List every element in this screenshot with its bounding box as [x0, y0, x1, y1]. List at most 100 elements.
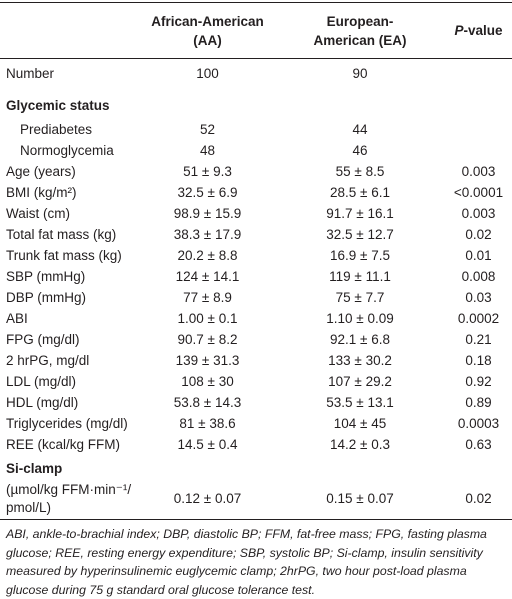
cell-value: 104 ± 45 — [333, 415, 387, 431]
cell-value: 14.2 ± 0.3 — [330, 436, 390, 452]
header-row: African-American (AA) European-American … — [0, 2, 512, 59]
cell-value: 0.003 — [461, 205, 496, 221]
section-label: Glycemic status — [6, 98, 110, 113]
cell-value: 14.5 ± 0.4 — [177, 436, 238, 452]
cell-value: 90 — [352, 66, 368, 81]
table-row: LDL (mg/dl) 108 ± 30 107 ± 29.2 0.92 — [0, 371, 512, 392]
table-row: Total fat mass (kg) 38.3 ± 17.9 32.5 ± 12.… — [0, 224, 512, 245]
table-row: 2 hrPG, mg/dl 139 ± 31.3 133 ± 30.2 0.18 — [0, 350, 512, 371]
cell-value: 0.21 — [465, 331, 492, 347]
row-label: HDL (mg/dl) — [6, 394, 79, 410]
row-label: Total fat mass (kg) — [6, 226, 117, 242]
cell-value: 0.12 ± 0.07 — [173, 491, 242, 506]
table-row: Number 100 90 — [0, 59, 512, 90]
cell-value: 1.00 ± 0.1 — [177, 310, 238, 326]
cell-value: 32.5 ± 12.7 — [326, 226, 394, 242]
cell-empty — [445, 140, 512, 161]
cell-value: 0.63 — [465, 436, 492, 452]
cell-value: <0.0001 — [453, 184, 504, 200]
table-row: REE (kcal/kg FFM) 14.5 ± 0.4 14.2 ± 0.3 0.6… — [0, 434, 512, 455]
cell-value: 53.5 ± 13.1 — [326, 394, 394, 410]
cell-value: 53.8 ± 14.3 — [173, 394, 242, 410]
cell-value: 0.89 — [465, 394, 492, 410]
row-label: Prediabetes — [20, 121, 93, 137]
section-row: Si-clamp — [0, 455, 512, 479]
cell-value: 91.7 ± 16.1 — [326, 205, 394, 221]
row-label: (µmol/kg FFM·min⁻¹/ pmol/L) — [6, 482, 132, 515]
cell-value: 98.9 ± 15.9 — [173, 205, 242, 221]
row-label: FPG (mg/dl) — [6, 331, 80, 347]
row-label: Number — [6, 66, 55, 81]
table-row: HDL (mg/dl) 53.8 ± 14.3 53.5 ± 13.1 0.89 — [0, 392, 512, 413]
cell-value: 0.18 — [465, 352, 492, 368]
cell-value: 0.02 — [465, 226, 492, 242]
header-blank — [0, 3, 140, 59]
cell-value: 20.2 ± 8.8 — [177, 247, 238, 263]
section-label: Si-clamp — [6, 461, 63, 476]
cell-value: 0.92 — [465, 373, 492, 389]
cell-value: 1.10 ± 0.09 — [326, 310, 394, 326]
row-label: 2 hrPG, mg/dl — [6, 352, 90, 368]
header-text: African-American (AA) — [151, 13, 264, 48]
table-row: (µmol/kg FFM·min⁻¹/ pmol/L) 0.12 ± 0.07 0.… — [0, 479, 512, 520]
cell-value: 107 ± 29.2 — [328, 373, 392, 389]
table-row: Triglycerides (mg/dl) 81 ± 38.6 104 ± 45 0.… — [0, 413, 512, 434]
cell-value: 48 — [199, 142, 216, 158]
table-body: Number 100 90 Glycemic status Prediabetes 52 4… — [0, 59, 512, 520]
cell-value: 55 ± 8.5 — [335, 163, 385, 179]
table-row: BMI (kg/m²) 32.5 ± 6.9 28.5 ± 6.1 <0.0001 — [0, 182, 512, 203]
cell-value: 108 ± 30 — [181, 373, 234, 389]
table-row: Prediabetes 52 44 — [0, 119, 512, 140]
cell-empty — [445, 119, 512, 140]
table-row: ABI 1.00 ± 0.1 1.10 ± 0.09 0.0002 — [0, 308, 512, 329]
table-row: Age (years) 51 ± 9.3 55 ± 8.5 0.003 — [0, 161, 512, 182]
footnote: ABI, ankle-to-brachial index; DBP, diast… — [6, 527, 487, 597]
cell-value: 0.03 — [465, 289, 492, 305]
cell-value: 44 — [352, 121, 368, 137]
table-row: Trunk fat mass (kg) 20.2 ± 8.8 16.9 ± 7.5 0… — [0, 245, 512, 266]
cell-value: 75 ± 7.7 — [335, 289, 385, 305]
table-row: DBP (mmHg) 77 ± 8.9 75 ± 7.7 0.03 — [0, 287, 512, 308]
cell-value: 92.1 ± 6.8 — [330, 331, 390, 347]
row-label: BMI (kg/m²) — [6, 184, 77, 200]
row-label: ABI — [6, 310, 28, 326]
cell-value: 0.01 — [465, 247, 492, 263]
cell-value: 81 ± 38.6 — [179, 415, 236, 431]
cell-value: 0.003 — [461, 163, 496, 179]
header-cell: European-American (EA) — [275, 3, 445, 59]
header-cell: African-American (AA) — [140, 3, 275, 59]
row-label: REE (kcal/kg FFM) — [6, 436, 121, 452]
row-label: SBP (mmHg) — [6, 268, 86, 284]
table-row: FPG (mg/dl) 90.7 ± 8.2 92.1 ± 6.8 0.21 — [0, 329, 512, 350]
row-label: Normoglycemia — [20, 142, 114, 158]
cell-value: 32.5 ± 6.9 — [177, 184, 238, 200]
cell-value: 0.008 — [461, 268, 496, 284]
data-table: African-American (AA) European-American … — [0, 2, 512, 520]
row-label: LDL (mg/dl) — [6, 373, 77, 389]
cell-value: 28.5 ± 6.1 — [330, 184, 390, 200]
section-row: Glycemic status — [0, 89, 512, 119]
cell-value: 77 ± 8.9 — [183, 289, 232, 305]
cell-value: 52 — [199, 121, 216, 137]
header-text: European-American (EA) — [313, 13, 407, 48]
cell-empty — [445, 59, 512, 90]
cell-value: 51 ± 9.3 — [183, 163, 232, 179]
cell-value: 16.9 ± 7.5 — [330, 247, 390, 263]
row-label: Triglycerides (mg/dl) — [6, 415, 128, 431]
cell-value: 0.0002 — [457, 310, 500, 326]
cell-value: 46 — [352, 142, 368, 158]
cell-value: 0.15 ± 0.07 — [326, 491, 394, 506]
row-label: DBP (mmHg) — [6, 289, 87, 305]
cell-value: 0.02 — [465, 491, 492, 506]
cell-value: 119 ± 11.1 — [329, 268, 391, 284]
cell-value: 124 ± 14.1 — [175, 268, 240, 284]
table-row: Waist (cm) 98.9 ± 15.9 91.7 ± 16.1 0.003 — [0, 203, 512, 224]
cell-value: 139 ± 31.3 — [175, 352, 240, 368]
cell-value: 100 — [196, 66, 219, 81]
table-row: Normoglycemia 48 46 — [0, 140, 512, 161]
cell-value: 90.7 ± 8.2 — [177, 331, 238, 347]
table-row: SBP (mmHg) 124 ± 14.1 119 ± 11.1 0.008 — [0, 266, 512, 287]
row-label: Waist (cm) — [6, 205, 70, 221]
cell-value: 38.3 ± 17.9 — [173, 226, 242, 242]
row-label: Trunk fat mass (kg) — [6, 247, 122, 263]
